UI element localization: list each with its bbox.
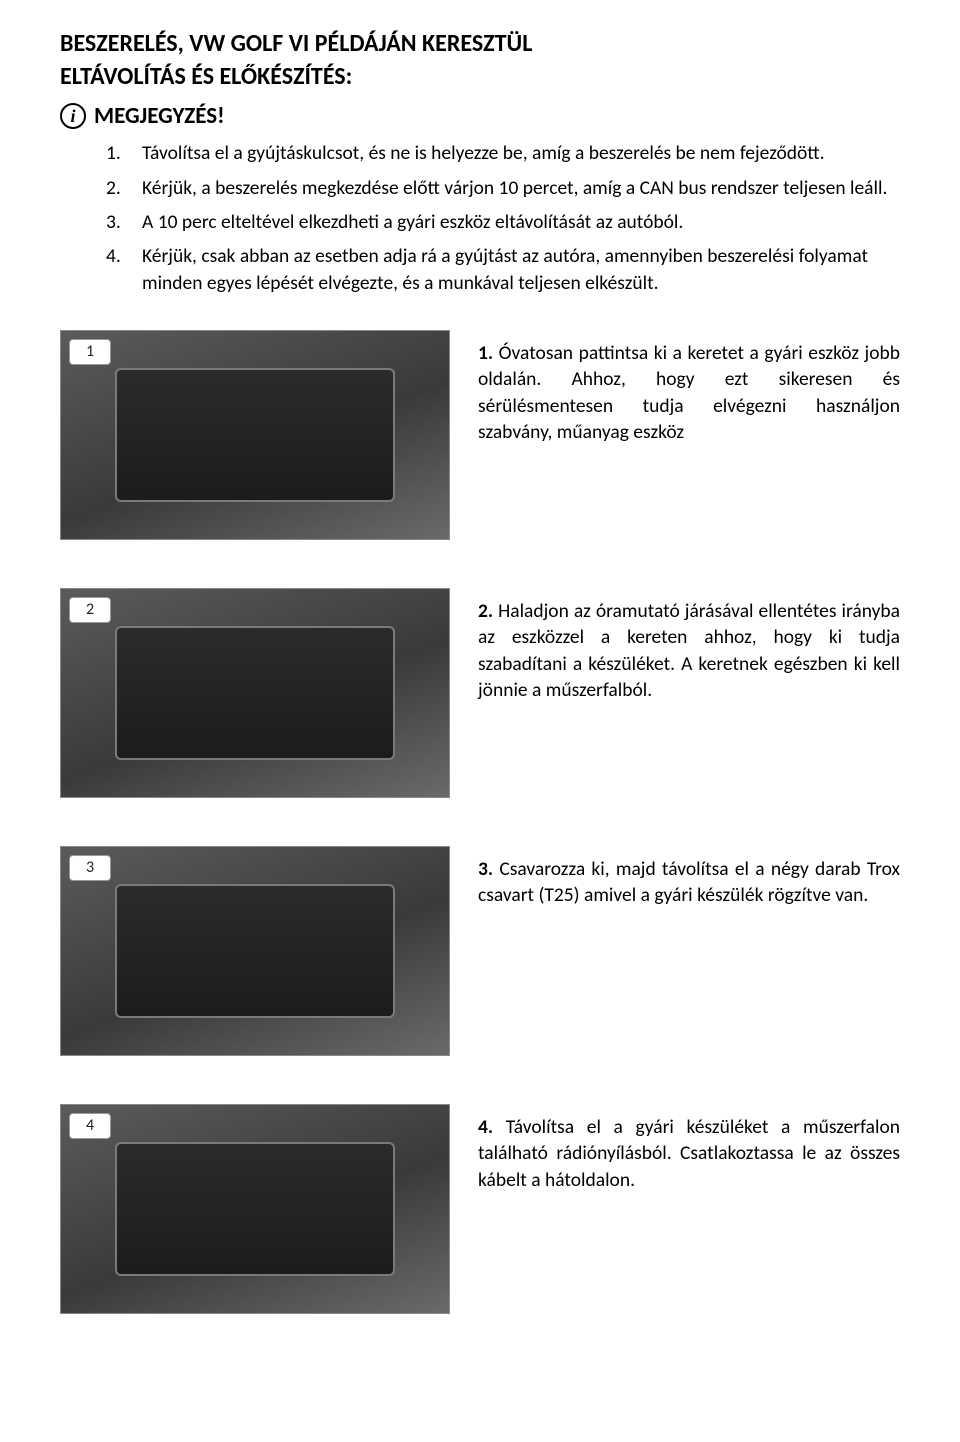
step-body: Távolítsa el a gyári készüléket a műszer… — [478, 1115, 900, 1192]
step-image-placeholder: 3 — [60, 846, 450, 1056]
step-body: Óvatosan pattintsa ki a keretet a gyári … — [478, 341, 900, 444]
list-item: 2. Kérjük, a beszerelés megkezdése előtt… — [106, 175, 900, 201]
info-icon: i — [60, 103, 86, 129]
step-text: 2. Haladjon az óramutató járásával ellen… — [478, 598, 900, 703]
note-row: i MEGJEGYZÉS! — [60, 102, 900, 130]
step-row: 4 4. Távolítsa el a gyári készüléket a m… — [60, 1104, 900, 1314]
list-number: 1. — [106, 140, 128, 166]
step-badge: 1 — [69, 339, 111, 365]
list-item: 4. Kérjük, csak abban az esetben adja rá… — [106, 243, 900, 296]
list-text: A 10 perc elteltével elkezdheti a gyári … — [142, 209, 683, 235]
list-number: 3. — [106, 209, 128, 235]
list-number: 4. — [106, 243, 128, 296]
step-image-placeholder: 1 — [60, 330, 450, 540]
list-item: 1. Távolítsa el a gyújtáskulcsot, és ne … — [106, 140, 900, 166]
step-lead: 1. — [478, 341, 493, 365]
list-text: Kérjük, a beszerelés megkezdése előtt vá… — [142, 175, 887, 201]
step-lead: 3. — [478, 857, 493, 881]
step-lead: 4. — [478, 1115, 493, 1139]
step-text: 4. Távolítsa el a gyári készüléket a műs… — [478, 1114, 900, 1193]
ordered-list: 1. Távolítsa el a gyújtáskulcsot, és ne … — [60, 140, 900, 296]
step-row: 1 1. Óvatosan pattintsa ki a keretet a g… — [60, 330, 900, 540]
step-row: 3 3. Csavarozza ki, majd távolítsa el a … — [60, 846, 900, 1056]
step-lead: 2. — [478, 599, 493, 623]
step-badge: 4 — [69, 1113, 111, 1139]
heading-line-2: ELTÁVOLÍTÁS ÉS ELŐKÉSZÍTÉS: — [60, 61, 900, 92]
step-body: Csavarozza ki, majd távolítsa el a négy … — [478, 857, 900, 907]
step-image-placeholder: 2 — [60, 588, 450, 798]
step-image-placeholder: 4 — [60, 1104, 450, 1314]
steps-container: 1 1. Óvatosan pattintsa ki a keretet a g… — [60, 330, 900, 1314]
list-text: Kérjük, csak abban az esetben adja rá a … — [142, 243, 900, 296]
list-number: 2. — [106, 175, 128, 201]
heading-line-1: BESZERELÉS, VW GOLF VI PÉLDÁJÁN KERESZTÜ… — [60, 28, 900, 59]
step-text: 1. Óvatosan pattintsa ki a keretet a gyá… — [478, 340, 900, 445]
step-badge: 2 — [69, 597, 111, 623]
step-body: Haladjon az óramutató járásával ellentét… — [478, 599, 900, 702]
step-text: 3. Csavarozza ki, majd távolítsa el a né… — [478, 856, 900, 909]
step-badge: 3 — [69, 855, 111, 881]
step-row: 2 2. Haladjon az óramutató járásával ell… — [60, 588, 900, 798]
note-label: MEGJEGYZÉS! — [94, 102, 225, 130]
list-text: Távolítsa el a gyújtáskulcsot, és ne is … — [142, 140, 825, 166]
list-item: 3. A 10 perc elteltével elkezdheti a gyá… — [106, 209, 900, 235]
